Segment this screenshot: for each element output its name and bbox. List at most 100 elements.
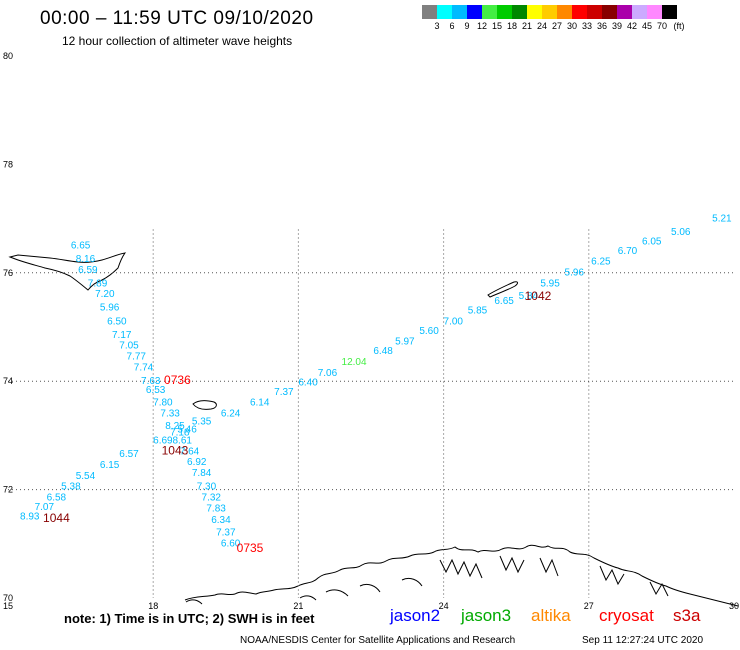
wave-height-value: 7.37 <box>216 528 236 539</box>
wave-height-value: 7.00 <box>444 316 464 327</box>
page-subtitle: 12 hour collection of altimeter wave hei… <box>62 34 293 48</box>
wave-height-value: 5.60 <box>419 326 439 337</box>
wave-height-value: 7.18 <box>170 427 190 438</box>
wave-height-value: 6.53 <box>146 385 166 396</box>
wave-height-value: 5.97 <box>395 336 415 347</box>
wave-height-value: 6.69 <box>153 436 173 447</box>
color-scale-label: 30 <box>566 21 578 31</box>
norway-coast <box>184 544 739 607</box>
pass-time-label: 1043 <box>162 443 189 457</box>
color-scale-label: 39 <box>611 21 623 31</box>
wave-height-value: 7.33 <box>160 408 180 419</box>
pass-time-label: 0736 <box>164 373 191 387</box>
wave-height-value: 7.07 <box>35 502 55 513</box>
color-swatch <box>467 5 482 19</box>
color-scale-label: 18 <box>506 21 518 31</box>
footer-credit: NOAA/NESDIS Center for Satellite Applica… <box>240 635 516 646</box>
wave-height-value: 6.05 <box>642 237 662 248</box>
lat-tick-label: 74 <box>3 376 13 386</box>
lat-tick-label: 70 <box>3 593 13 603</box>
wave-height-value: 7.37 <box>274 387 294 398</box>
color-swatch <box>482 5 497 19</box>
wave-height-value: 5.96 <box>565 268 585 279</box>
wave-height-value: 6.92 <box>187 457 207 468</box>
wave-height-value: 8.61 <box>173 436 193 447</box>
pass-time-label: 1042 <box>525 289 552 303</box>
wave-height-value: 7.74 <box>134 362 154 373</box>
wave-height-value: 5.85 <box>468 305 488 316</box>
wave-height-value: 6.50 <box>107 316 127 327</box>
wave-height-value: 7.89 <box>88 278 108 289</box>
lon-tick-label: 24 <box>439 601 449 611</box>
legend-jason3: jason3 <box>461 606 512 625</box>
wave-height-value: 6.48 <box>373 346 393 357</box>
lon-tick-label: 21 <box>293 601 303 611</box>
wave-height-value: 5.38 <box>61 482 81 493</box>
wave-height-value: 6.14 <box>250 398 270 409</box>
lat-tick-label: 78 <box>3 159 13 169</box>
wave-height-value: 5.35 <box>192 417 212 428</box>
legend-s3a: s3a <box>673 606 701 625</box>
wave-height-value: 6.15 <box>100 460 120 471</box>
wave-height-value: 6.59 <box>78 265 98 276</box>
wave-height-value: 5.54 <box>76 471 96 482</box>
wave-height-value: 7.77 <box>127 352 147 363</box>
color-scale-label: 36 <box>596 21 608 31</box>
color-swatch <box>587 5 602 19</box>
wave-height-value: 5.96 <box>100 303 120 314</box>
color-scale <box>422 5 677 19</box>
color-scale-label: 33 <box>581 21 593 31</box>
color-scale-labels: 3 6 9 12 15 18 21 24 27 30 33 36 39 42 45 70 (ft) <box>422 21 740 33</box>
legend-cryosat: cryosat <box>599 606 654 625</box>
wave-height-value: 6.40 <box>298 378 318 389</box>
wave-height-value: 7.32 <box>202 492 222 503</box>
observations: 6.65 8.166.59 7.897.20 5.96 6.50 7.177.057.77… <box>20 213 732 549</box>
color-scale-label: 12 <box>476 21 488 31</box>
wave-height-value: 8.16 <box>76 254 96 265</box>
footer-note: note: 1) Time is in UTC; 2) SWH is in fe… <box>64 611 315 626</box>
color-swatch <box>617 5 632 19</box>
wave-height-value: 5.46 <box>177 425 197 436</box>
wave-height-value: 6.65 <box>71 240 91 251</box>
wave-height-value: 6.34 <box>211 515 231 526</box>
wave-height-value: 5.84 <box>519 291 539 302</box>
wave-height-value: 8.25 <box>165 421 185 432</box>
color-scale-label: 9 <box>464 21 470 31</box>
wave-height-value: 7.06 <box>318 368 338 379</box>
wave-height-value: 7.83 <box>206 503 226 514</box>
coastal-islands <box>185 577 423 605</box>
color-swatch <box>662 5 677 19</box>
wave-height-value: 6.58 <box>47 492 67 503</box>
lat-tick-label: 72 <box>3 485 13 495</box>
wave-height-value: 7.64 <box>180 446 200 457</box>
wave-height-value: 6.24 <box>221 408 241 419</box>
land-outlines <box>8 252 739 607</box>
color-swatch <box>422 5 437 19</box>
color-swatch <box>632 5 647 19</box>
color-swatch <box>572 5 587 19</box>
wave-height-value: 6.70 <box>618 246 638 257</box>
svalbard-coast <box>8 252 127 291</box>
color-scale-label: 70 <box>656 21 668 31</box>
wave-height-value: 7.20 <box>95 289 115 300</box>
color-swatch <box>437 5 452 19</box>
color-scale-label: 21 <box>521 21 533 31</box>
wave-height-value: 6.57 <box>119 449 139 460</box>
wave-height-value: 7.84 <box>192 468 212 479</box>
wave-height-value: 7.30 <box>197 482 217 493</box>
lat-tick-label: 76 <box>3 268 13 278</box>
axis-labels: 15 18 21 24 27 30 80 78 76 74 72 70 <box>3 51 739 611</box>
color-scale-label: 27 <box>551 21 563 31</box>
pass-times: 0736 1043 1044 0735 1042 <box>43 289 552 555</box>
lon-tick-label: 27 <box>584 601 594 611</box>
hopen-island <box>487 281 518 298</box>
wave-height-value: 6.25 <box>591 257 611 268</box>
color-swatch <box>557 5 572 19</box>
color-swatch <box>497 5 512 19</box>
color-swatch <box>527 5 542 19</box>
wave-height-value: 7.80 <box>153 398 173 409</box>
color-scale-label: 3 <box>434 21 440 31</box>
color-scale-label: 45 <box>641 21 653 31</box>
color-swatch <box>602 5 617 19</box>
lon-tick-label: 18 <box>148 601 158 611</box>
